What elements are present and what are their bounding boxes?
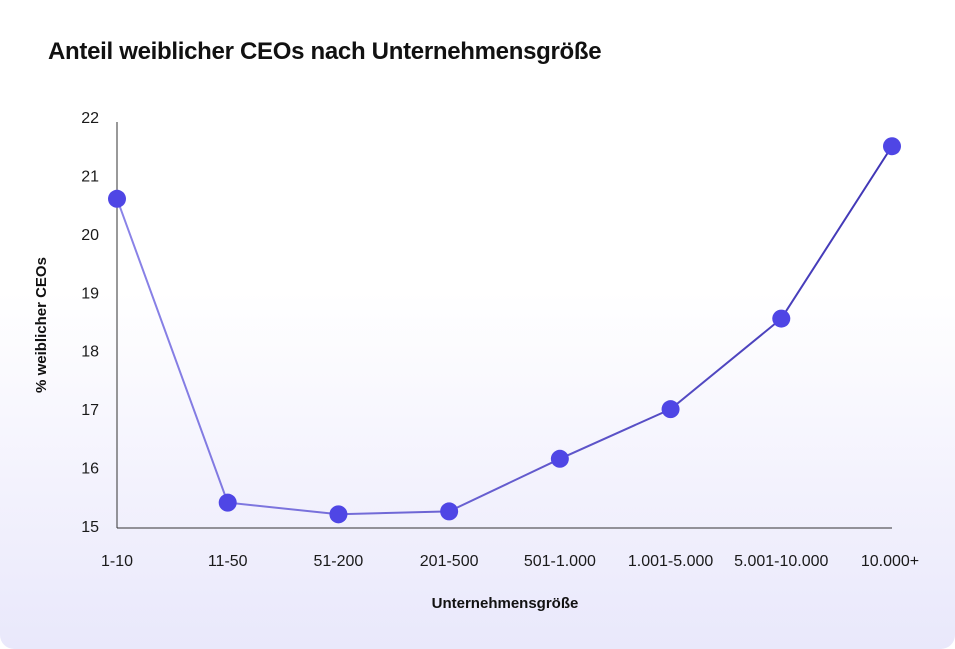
y-axis-title: % weiblicher CEOs (33, 257, 50, 393)
x-tick-label: 1-10 (101, 553, 133, 570)
data-point (883, 137, 901, 156)
x-tick-label: 1.001-5.000 (628, 553, 714, 570)
x-tick-labels: 1-10 11-50 51-200 201-500 501-1.000 1.001-5.0… (101, 553, 919, 570)
y-tick-label: 16 (81, 461, 99, 478)
x-tick-label: 5.001-10.000 (734, 553, 828, 570)
x-tick-label: 10.000+ (861, 553, 919, 570)
data-point (661, 400, 680, 419)
x-axis-title: Unternehmensgröße (432, 595, 579, 612)
x-tick-label: 501-1.000 (524, 553, 596, 570)
x-tick-label: 201-500 (420, 553, 479, 570)
y-tick-label: 20 (81, 227, 99, 244)
y-tick-label: 19 (81, 285, 99, 302)
x-tick-label: 11-50 (208, 553, 248, 570)
data-point (440, 502, 459, 521)
data-point (550, 449, 569, 468)
x-tick-label: 51-200 (314, 553, 364, 570)
y-tick-label: 18 (81, 344, 99, 361)
series-line (116, 145, 893, 516)
data-point (329, 505, 348, 524)
data-point (218, 493, 237, 512)
data-point (772, 309, 791, 328)
y-tick-label: 17 (81, 402, 99, 419)
y-tick-labels: 15 16 17 18 19 20 21 22 (81, 110, 99, 536)
data-points (108, 137, 901, 524)
y-tick-label: 21 (81, 168, 99, 185)
data-point (108, 189, 126, 208)
chart-title: Anteil weiblicher CEOs nach Unternehmens… (48, 38, 602, 65)
y-tick-label: 15 (81, 519, 99, 536)
y-tick-label: 22 (81, 110, 99, 127)
